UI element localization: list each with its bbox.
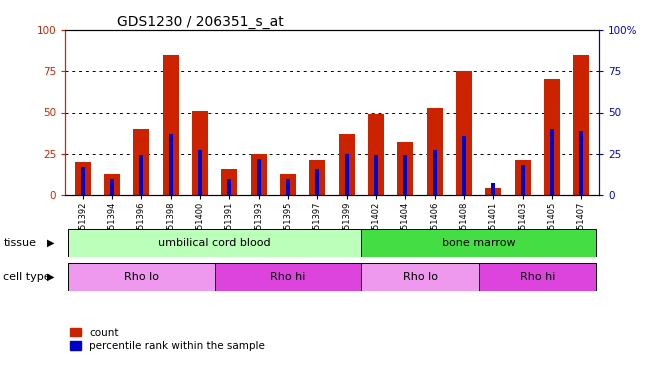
Legend: count, percentile rank within the sample: count, percentile rank within the sample — [70, 328, 265, 351]
Bar — [133, 129, 150, 195]
Bar — [286, 178, 290, 195]
Text: bone marrow: bone marrow — [442, 238, 516, 248]
Bar — [361, 229, 596, 257]
Bar — [339, 134, 355, 195]
Bar — [426, 108, 443, 195]
Bar — [251, 154, 267, 195]
Text: ▶: ▶ — [47, 238, 55, 248]
Text: Rho lo: Rho lo — [124, 272, 159, 282]
Text: Rho hi: Rho hi — [270, 272, 306, 282]
Bar — [544, 80, 560, 195]
Bar — [221, 169, 238, 195]
Bar — [110, 178, 114, 195]
Bar — [456, 71, 472, 195]
Bar — [280, 174, 296, 195]
Bar — [227, 178, 231, 195]
Bar — [81, 167, 85, 195]
Bar — [492, 183, 495, 195]
Text: GDS1230 / 206351_s_at: GDS1230 / 206351_s_at — [117, 15, 284, 29]
Bar — [169, 134, 173, 195]
Bar — [368, 114, 384, 195]
Bar — [163, 55, 179, 195]
Bar — [309, 160, 326, 195]
Bar — [485, 188, 501, 195]
Bar — [404, 155, 408, 195]
Bar — [574, 55, 589, 195]
Bar — [68, 229, 361, 257]
Bar — [75, 162, 90, 195]
Bar — [315, 169, 320, 195]
Bar — [433, 150, 437, 195]
Bar — [192, 111, 208, 195]
Bar — [462, 136, 466, 195]
Text: cell type: cell type — [3, 272, 51, 282]
Bar — [550, 129, 554, 195]
Bar — [478, 262, 596, 291]
Bar — [215, 262, 361, 291]
Bar — [514, 160, 531, 195]
Text: tissue: tissue — [3, 238, 36, 248]
Bar — [139, 155, 143, 195]
Bar — [68, 262, 215, 291]
Bar — [104, 174, 120, 195]
Bar — [397, 142, 413, 195]
Text: umbilical cord blood: umbilical cord blood — [158, 238, 271, 248]
Bar — [579, 130, 583, 195]
Text: Rho hi: Rho hi — [519, 272, 555, 282]
Bar — [256, 159, 260, 195]
Bar — [521, 165, 525, 195]
Text: Rho lo: Rho lo — [402, 272, 437, 282]
Bar — [374, 155, 378, 195]
Bar — [344, 154, 349, 195]
Text: ▶: ▶ — [47, 272, 55, 282]
Bar — [198, 150, 202, 195]
Bar — [361, 262, 478, 291]
